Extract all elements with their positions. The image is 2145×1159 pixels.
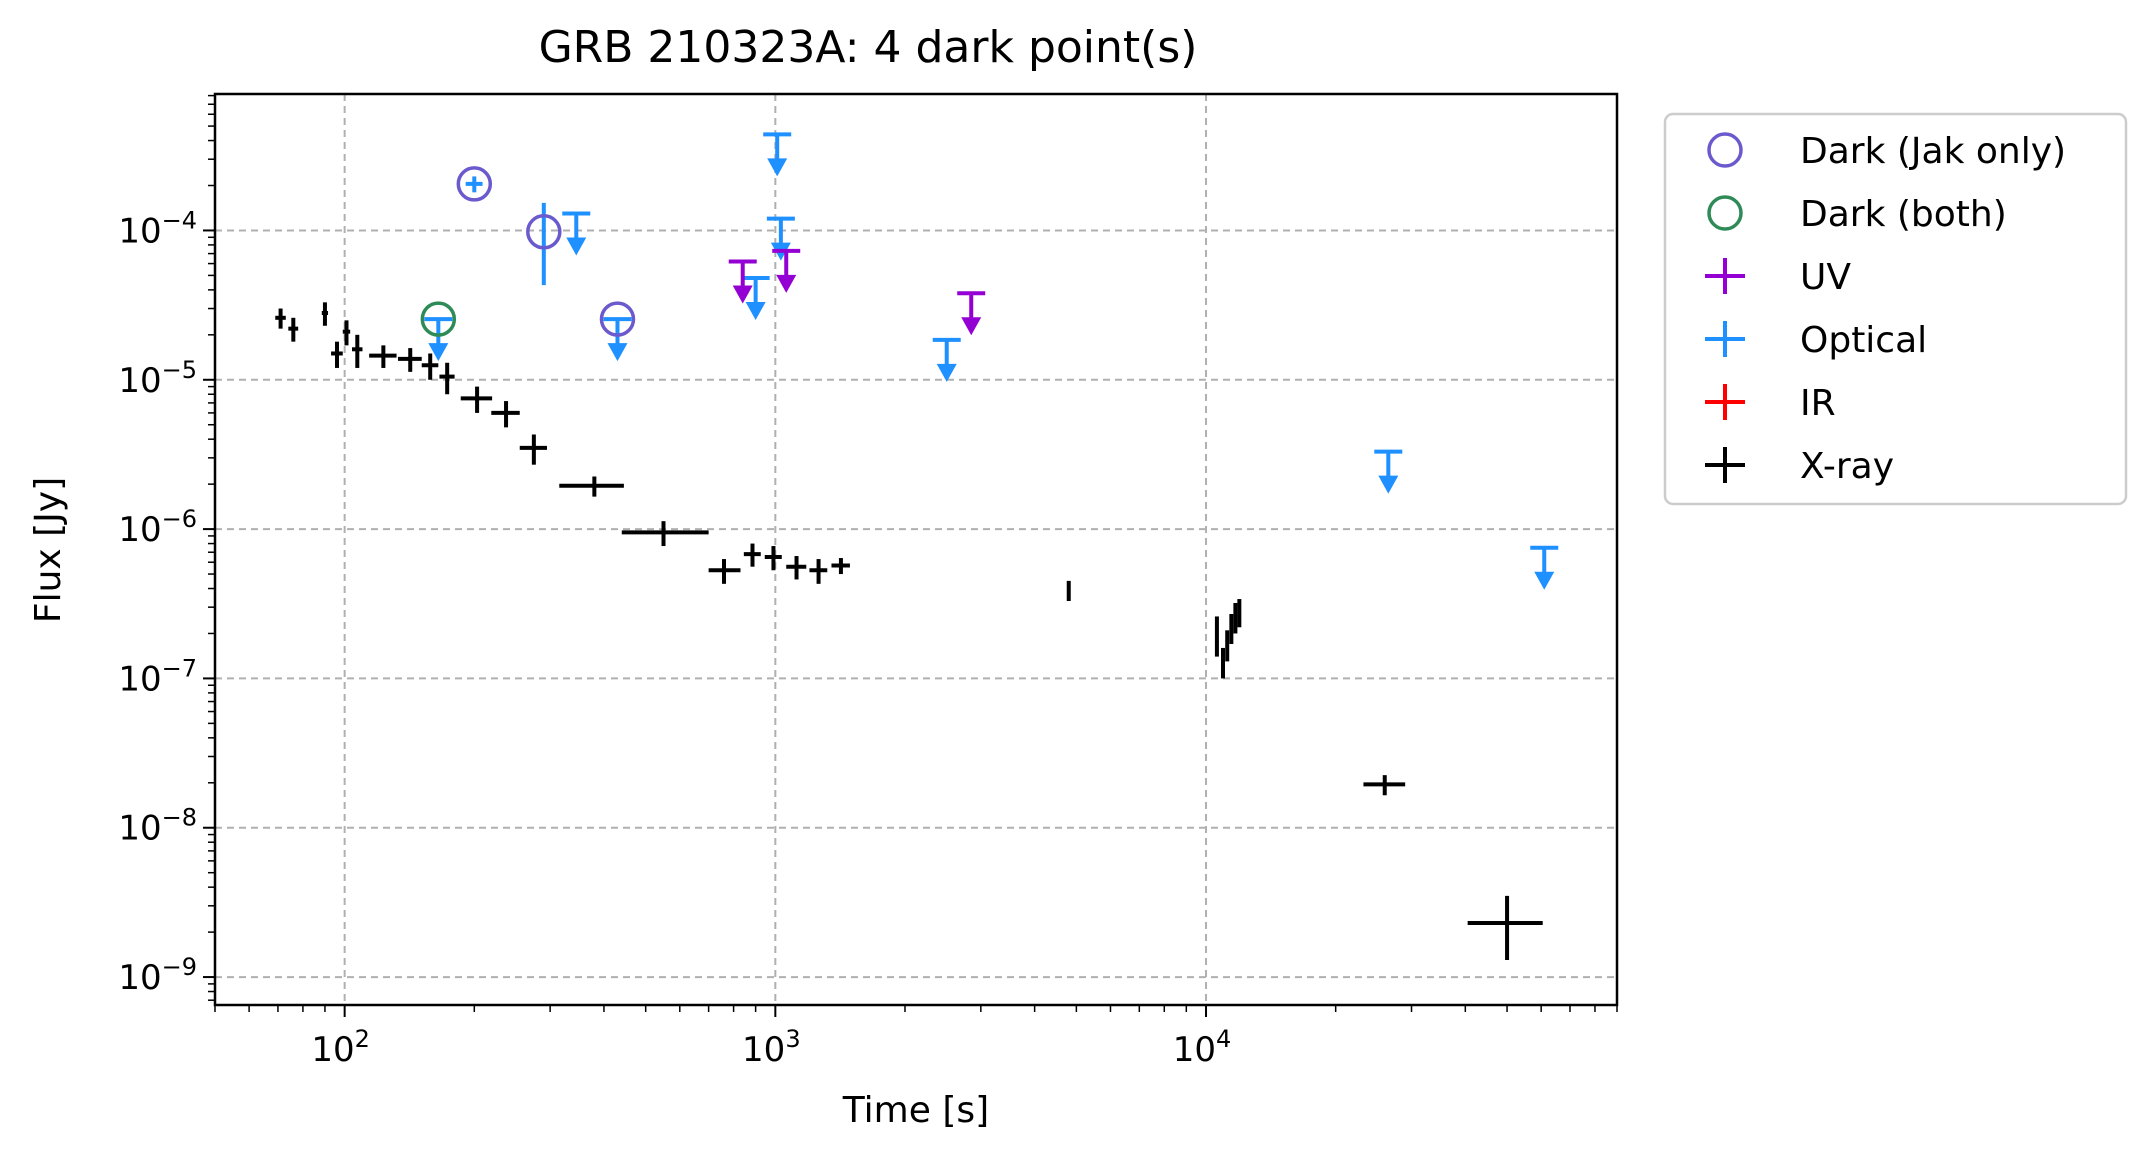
optical-upper-limit-arrow [607,343,628,362]
x-ray-point [559,476,624,497]
legend-item: Optical [1705,320,1927,361]
x-axis-label: Time [s] [842,1090,989,1131]
legend-marker-circle [1707,195,1743,231]
x-ray-point [288,317,299,342]
x-ray-point [397,348,422,372]
y-tick-label: 10−9 [118,953,197,998]
optical-upper-limit-arrow [1378,475,1399,494]
x-ray-point [786,556,807,580]
x-ray-point [1363,775,1406,796]
y-tick-label: 10−7 [118,654,197,699]
optical-upper-limit [1530,545,1559,590]
x-ray-point [1237,599,1242,628]
legend-item: Dark (both) [1707,194,2007,235]
dark-jak-only-marker [599,301,636,337]
x-ray-point [708,559,741,584]
optical-upper-limit [766,216,795,261]
x-ray-point [369,345,397,368]
legend-label: Optical [1800,320,1927,361]
legend-label: IR [1800,383,1836,424]
optical-upper-limit-arrow [936,363,957,382]
x-ray-point [621,521,709,547]
legend-item: IR [1705,383,1836,424]
uv-upper-limit-arrow [961,317,982,336]
uv-upper-limit-arrow [776,274,797,293]
grid [215,94,1617,1005]
optical-upper-limit-arrow [1534,571,1555,590]
optical-upper-limit-arrow [428,343,449,362]
uv-upper-limit-arrow [732,285,753,304]
legend: Dark (Jak only) Dark (both) UV Optical IR X-r… [1663,112,2128,506]
x-ray-point [342,320,351,346]
legend-label: X-ray [1800,446,1894,487]
uv-upper-limit [728,259,757,304]
chart-title: GRB 210323A: 4 dark point(s) [539,22,1198,73]
optical-upper-limit [562,211,591,256]
x-ray-point [519,434,547,465]
x-ray-point [1214,616,1219,657]
x-tick-label: 102 [311,1025,370,1070]
x-ray-point [743,543,761,567]
legend-item: UV [1705,257,1851,298]
y-tick-label: 10−8 [118,804,197,849]
uv-upper-limit [957,291,986,336]
x-ray-point [331,341,343,368]
legend-label: Dark (Jak only) [1800,131,2066,172]
dark-both-marker [420,301,457,337]
legend-item: Dark (Jak only) [1707,131,2066,172]
y-tick-label: 10−6 [118,505,197,550]
x-ray-point [1066,580,1071,601]
optical-upper-limit [603,317,632,362]
x-ray-point [1467,895,1543,961]
x-ray-point [764,546,782,571]
legend-marker-circle [1707,132,1743,168]
y-axis-label: Flux [Jy] [28,477,69,623]
data-layer [275,132,1559,961]
x-ray-point [351,334,363,368]
optical-upper-limit [932,337,961,382]
uv-upper-limit [772,248,801,293]
optical-upper-limit [741,276,770,321]
axis-ticks: 102 103 104 10−9 10−8 10−7 10−6 10−5 10−4 [118,94,1618,1070]
x-ray-point [809,559,828,584]
x-ray-point [491,401,520,428]
optical-upper-limit-arrow [566,237,587,256]
x-ray-point [439,362,455,395]
x-ray-point [1225,630,1230,662]
y-tick-label: 10−5 [118,356,197,401]
optical-upper-limit [1374,449,1403,494]
x-ray-point [275,308,286,329]
legend-box [1663,112,2128,506]
x-ray-point [321,302,329,326]
x-tick-label: 103 [742,1025,801,1070]
optical-point [465,176,483,193]
dark-jak-only-marker [456,166,493,202]
x-ray-point [460,386,493,413]
y-tick-label: 10−4 [118,206,197,251]
plot-frame [213,92,1619,1007]
x-tick-label: 104 [1173,1025,1232,1070]
legend-item: X-ray [1705,446,1894,487]
x-ray-point [1233,602,1238,634]
optical-upper-limit-arrow [745,302,766,321]
x-ray-point [421,353,439,380]
legend-label: Dark (both) [1800,194,2007,235]
legend-label: UV [1800,257,1851,298]
optical-upper-limit-arrow [767,158,788,177]
x-ray-point [831,558,850,575]
dark-jak-only-marker [526,214,562,250]
optical-upper-limit [763,132,792,177]
x-ray-point [1220,647,1225,679]
x-ray-point [1229,614,1234,645]
